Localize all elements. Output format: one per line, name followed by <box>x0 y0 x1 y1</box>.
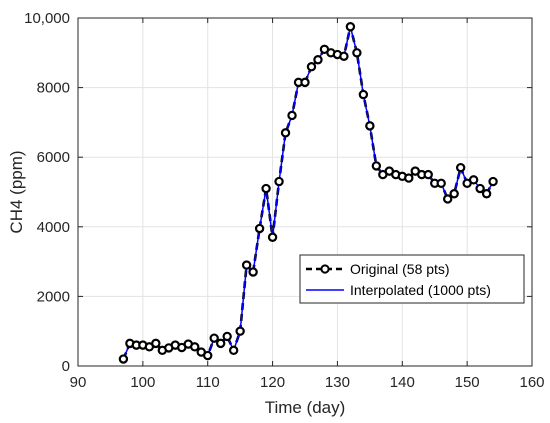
original-data-point <box>358 89 369 100</box>
ticks <box>77 17 533 367</box>
y-axis-label: CH4 (ppm) <box>7 150 26 233</box>
original-data-point <box>339 51 349 61</box>
x-tick-label: 130 <box>325 374 350 391</box>
original-data-point <box>404 173 414 183</box>
legend-original-marker <box>320 264 330 274</box>
y-tick-label: 10,000 <box>24 10 70 27</box>
original-data-point <box>436 178 446 188</box>
x-tick-label: 150 <box>455 374 480 391</box>
original-data-point <box>254 223 265 234</box>
x-tick-label: 90 <box>70 374 87 391</box>
original-data-point <box>345 22 356 32</box>
original-data-point <box>267 232 278 242</box>
original-data-point <box>222 331 232 342</box>
original-data-point <box>300 77 310 88</box>
y-tick-label: 4000 <box>37 219 70 236</box>
original-data-point <box>365 121 375 131</box>
original-data-point <box>468 175 479 185</box>
legend-box <box>299 254 525 304</box>
series-layer <box>118 22 498 364</box>
legend-interpolated-label: Interpolated (1000 pts) <box>350 282 491 298</box>
original-data-point <box>488 176 498 187</box>
x-tick-label: 140 <box>390 374 415 391</box>
original-data-point <box>280 128 291 138</box>
original-data-point <box>313 55 323 65</box>
plot-frame <box>77 17 533 367</box>
legend-original-label: Original (58 pts) <box>350 261 450 277</box>
original-data-point <box>274 176 284 187</box>
x-tick-label: 110 <box>196 374 220 391</box>
original-data-point <box>118 354 129 364</box>
original-data-point <box>215 338 226 349</box>
y-tick-label: 0 <box>62 358 70 375</box>
original-data-point <box>203 350 213 361</box>
original-data-point <box>241 260 252 270</box>
original-data-point <box>235 326 245 336</box>
plot-area <box>78 18 532 366</box>
original-data-point <box>287 110 297 121</box>
original-data-point <box>248 267 258 277</box>
original-data-point <box>352 48 362 58</box>
original-data-point <box>209 333 219 343</box>
x-tick-label: 120 <box>260 374 285 391</box>
original-data-point <box>449 189 459 199</box>
original-data-point <box>151 338 161 349</box>
original-data-point <box>423 169 433 180</box>
y-tick-label: 2000 <box>37 288 70 305</box>
x-tick-label: 160 <box>519 374 544 391</box>
original-data-point <box>371 161 382 171</box>
original-data-point <box>481 189 492 199</box>
legend: Original (58 pts) Interpolated (1000 pts… <box>299 254 525 304</box>
original-data-point <box>455 162 466 173</box>
original-data-point <box>261 183 271 194</box>
original-data-point <box>190 342 200 352</box>
y-tick-label: 6000 <box>37 149 70 166</box>
original-data-point <box>306 62 317 72</box>
original-data-point <box>475 183 485 194</box>
y-tick-label: 8000 <box>37 80 70 97</box>
x-tick-label: 100 <box>130 374 155 391</box>
x-axis-label: Time (day) <box>265 398 346 417</box>
tick-labels: 90 100 110 120 130 140 150 160 0 2000 4000 6000 8000… <box>24 10 544 391</box>
original-data-point <box>228 345 239 356</box>
original-data-point <box>442 194 453 204</box>
